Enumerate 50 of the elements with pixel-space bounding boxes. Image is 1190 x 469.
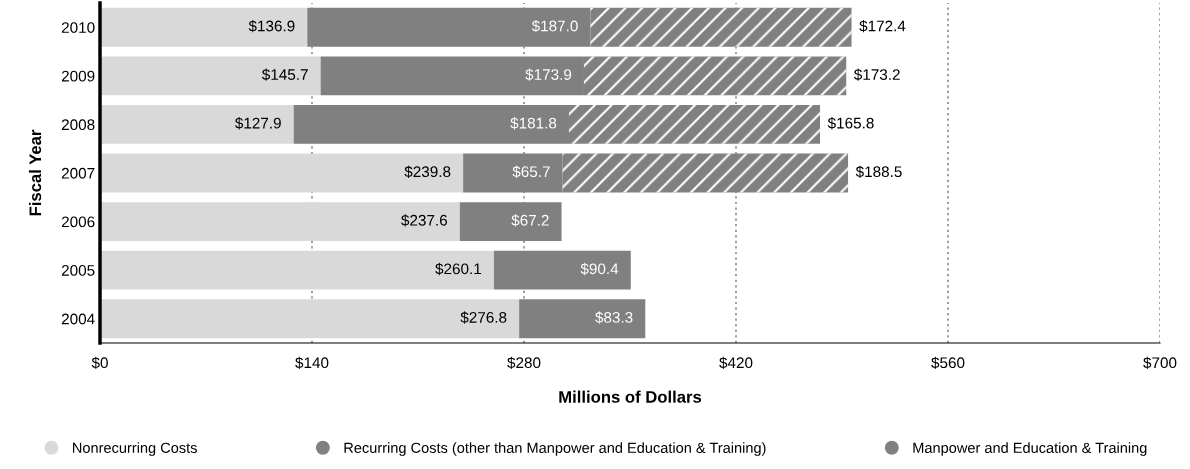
data-label: $67.2 (511, 214, 549, 227)
bar (459, 202, 562, 241)
data-label: $90.4 (580, 262, 619, 276)
data-label: $173.9 (525, 68, 572, 81)
bar (100, 299, 520, 339)
legend-label: Nonrecurring Costs (73, 442, 197, 456)
data-label: $237.6 (401, 214, 448, 227)
x-tick-label: $140 (295, 356, 329, 370)
x-axis-title: Millions of Dollars (559, 390, 702, 403)
data-label: $181.8 (510, 117, 557, 130)
data-label: $187.0 (531, 19, 578, 33)
y-tick-label: 2008 (61, 119, 95, 131)
data-label: $65.7 (512, 165, 550, 179)
data-label: $172.4 (859, 19, 906, 33)
data-label: $276.8 (460, 311, 507, 324)
bar (100, 7, 308, 47)
y-axis-title: Fiscal Year (28, 129, 42, 216)
bar (463, 153, 563, 193)
data-label: $127.9 (235, 117, 281, 130)
bar (100, 105, 294, 144)
bar (519, 299, 646, 339)
bar (493, 250, 631, 290)
bar (100, 202, 460, 241)
x-tick-label: $420 (719, 356, 753, 370)
y-tick-label: 2009 (61, 70, 95, 82)
data-label: $165.8 (827, 117, 874, 130)
bar (307, 7, 591, 47)
y-tick-label: 2004 (61, 313, 95, 325)
data-label: $145.7 (261, 68, 308, 81)
bar (293, 105, 569, 144)
bar (100, 56, 321, 96)
legend-label: Recurring Costs (other than Manpower and Education & Training) (344, 442, 766, 456)
legend-label: Manpower and Education & Training (913, 442, 1147, 456)
x-tick-label: $560 (931, 356, 965, 370)
y-tick-label: 2005 (61, 265, 95, 276)
data-label: $83.3 (595, 311, 633, 324)
data-label: $188.5 (855, 165, 902, 179)
bar (320, 56, 584, 96)
x-tick-label: $700 (1143, 356, 1177, 370)
data-label: $239.8 (404, 165, 451, 179)
bar (100, 153, 464, 193)
y-tick-label: 2010 (61, 22, 95, 33)
y-tick-label: 2006 (61, 216, 95, 228)
x-tick-label: $0 (91, 356, 108, 370)
y-tick-label: 2007 (61, 167, 95, 179)
data-label: $136.9 (248, 19, 295, 33)
data-label: $173.2 (853, 68, 900, 81)
data-label: $260.1 (435, 262, 482, 276)
x-tick-label: $280 (507, 356, 541, 370)
bar (100, 250, 494, 290)
